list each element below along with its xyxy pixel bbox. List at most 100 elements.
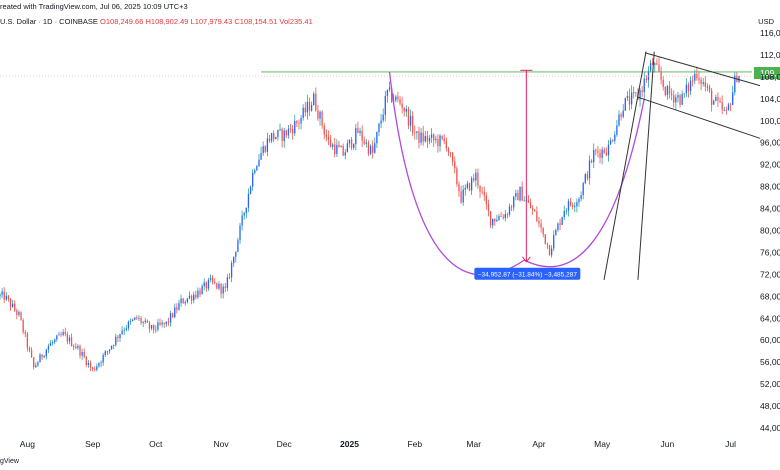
candle-body	[715, 97, 717, 102]
candle-body	[119, 334, 121, 338]
candle-body	[635, 92, 637, 94]
candle-body	[45, 349, 47, 357]
y-tick-label: 108,0	[760, 72, 780, 82]
candle-body	[113, 345, 115, 346]
candle-body	[500, 216, 502, 217]
candle-body	[428, 137, 431, 142]
candle-body	[433, 134, 435, 141]
candle-body	[41, 354, 43, 358]
candle-body	[445, 141, 448, 149]
candle-body	[201, 286, 203, 295]
candle-body	[464, 187, 466, 190]
measure-label-box	[474, 267, 581, 280]
candle-body	[405, 108, 407, 112]
candle-body	[481, 191, 483, 193]
candle-body	[382, 114, 384, 121]
candle-body	[334, 144, 336, 154]
candle-body	[401, 103, 403, 108]
candle-body	[317, 110, 319, 119]
candle-body	[580, 195, 582, 199]
candle-body	[717, 97, 719, 101]
chart-header: reated with TradingView.com, Jul 06, 202…	[0, 2, 188, 11]
x-tick-label: Feb	[407, 439, 422, 449]
candle-body	[670, 93, 673, 96]
candle-body	[167, 321, 170, 323]
y-tick-label: 64,00	[760, 313, 780, 323]
candle-body	[470, 178, 473, 191]
y-tick-label: 112,0	[760, 50, 780, 60]
candle-body	[647, 70, 650, 81]
candle-body	[725, 109, 728, 111]
candle-body	[222, 286, 224, 294]
candle-body	[182, 298, 184, 304]
candle-body	[452, 152, 454, 162]
measure-label-text: −34,952.87 (−31.84%) −3,485,287	[478, 271, 578, 278]
candle-body	[622, 110, 624, 117]
candle-body	[319, 111, 321, 119]
candle-body	[424, 135, 426, 142]
candle-body	[211, 277, 214, 282]
candle-body	[536, 211, 538, 221]
candle-body	[123, 329, 125, 331]
drawings-layer: −34,952.87 (−31.84%) −3,485,287 109,	[0, 51, 780, 280]
candle-body	[553, 235, 555, 249]
candle-body	[3, 291, 5, 300]
candle-body	[498, 216, 500, 220]
candle-body	[487, 204, 490, 212]
candle-body	[529, 202, 532, 209]
candle-body	[245, 207, 247, 214]
candle-body	[37, 362, 39, 366]
candle-body	[106, 351, 109, 353]
candle-body	[719, 100, 721, 103]
candle-body	[441, 135, 443, 139]
candle-body	[662, 79, 664, 87]
candle-body	[407, 108, 410, 126]
candle-body	[687, 84, 690, 92]
candle-body	[35, 365, 37, 367]
candle-body	[140, 318, 142, 323]
candle-body	[153, 324, 155, 330]
candle-body	[527, 200, 530, 203]
breakout-trend-line	[603, 51, 647, 280]
candle-body	[308, 102, 311, 111]
y-tick-label: 60,00	[760, 335, 780, 345]
candle-body	[607, 144, 610, 156]
candle-body	[502, 216, 504, 219]
candle-body	[327, 136, 330, 140]
trend-line	[637, 51, 655, 280]
candle-body	[291, 128, 294, 134]
candle-body	[504, 214, 506, 219]
candle-body	[403, 107, 405, 112]
candle-body	[473, 178, 475, 181]
y-tick-label: 48,00	[760, 401, 780, 411]
candle-body	[677, 95, 679, 98]
candle-body	[426, 135, 429, 142]
x-tick-label: Apr	[532, 439, 545, 449]
candle-body	[100, 362, 102, 364]
candle-body	[18, 312, 20, 315]
candle-body	[729, 104, 732, 106]
candle-body	[369, 145, 372, 154]
candle-body	[306, 102, 309, 113]
x-tick-label: May	[594, 439, 611, 449]
y-tick-label: 72,00	[760, 269, 780, 279]
candle-body	[270, 132, 273, 142]
x-tick-label: 2025	[340, 439, 359, 449]
candle-body	[77, 345, 79, 349]
candle-body	[654, 63, 656, 65]
y-axis: 116,0 112,0 108,0 104,0 100,0 96,00 92,00 88,00…	[760, 28, 780, 433]
candle-body	[595, 149, 597, 151]
candle-body	[483, 191, 485, 196]
candle-body	[161, 322, 163, 325]
candle-body	[559, 223, 561, 225]
y-tick-label: 100,0	[760, 116, 780, 126]
candle-body	[302, 107, 304, 118]
x-tick-label: Mar	[466, 439, 481, 449]
candle-body	[586, 174, 589, 179]
candle-body	[73, 346, 75, 347]
x-tick-label: Jul	[725, 439, 736, 449]
candle-body	[66, 334, 69, 342]
candle-body	[279, 129, 281, 131]
candle-body	[129, 320, 132, 322]
